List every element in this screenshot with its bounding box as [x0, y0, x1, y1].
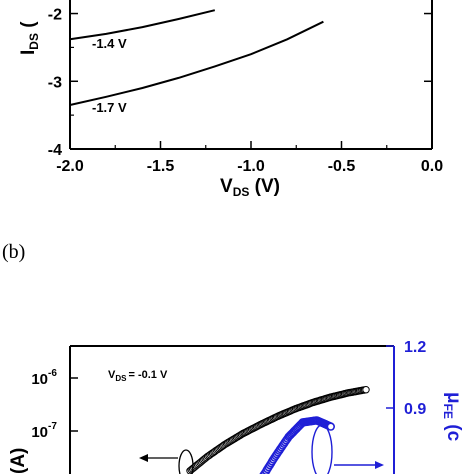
panel-a-x-axis-label: VDS (V)	[220, 176, 280, 199]
x-tick-label: -1.0	[237, 158, 265, 175]
panel-b-right-y-axis-label: μFE (c	[441, 392, 464, 442]
panel-b-mobility-axis-indicator	[311, 424, 384, 474]
right-y-tick-label: 1.2	[404, 339, 426, 356]
series-line	[69, 9, 216, 41]
mobility-data-point	[326, 422, 335, 431]
series-label: -1.7 V	[92, 100, 127, 115]
panel-a-chart: -2.0 -1.5 -1.0 -0.5 0.0 -2-3-4 -1.4 V-1.7 V …	[18, 0, 443, 199]
right-y-tick-label: 0.9	[404, 401, 426, 418]
left-y-tick-exponent: -7	[48, 421, 57, 432]
current-data-point	[362, 386, 370, 394]
panel-b-right-y-ticks: 1.2 0.9	[386, 339, 426, 418]
x-tick-label: 0.0	[421, 158, 443, 175]
panel-a-x-ticks: -2.0 -1.5 -1.0 -0.5 0.0	[56, 141, 443, 175]
left-y-tick-label: 10	[31, 371, 48, 388]
y-tick-label: -4	[48, 142, 62, 159]
series-line	[69, 20, 324, 106]
y-tick-label: -3	[48, 74, 62, 91]
current-circle-marker	[178, 449, 194, 474]
left-arrow-icon	[139, 454, 148, 462]
panel-b-current-axis-indicator	[139, 449, 194, 474]
panel-a-series: -1.4 V -1.7 V	[69, 9, 324, 115]
x-tick-label: -2.0	[56, 158, 84, 175]
panel-b-left-y-ticks: 10-610-7	[31, 368, 78, 441]
y-tick-label: -2	[48, 7, 62, 24]
right-arrow-icon	[375, 461, 384, 469]
panel-a-y-axis-label: IDS (	[18, 21, 41, 55]
panel-b-label: (b)	[2, 241, 25, 263]
x-tick-label: -1.5	[147, 158, 175, 175]
panel-b-current-series	[186, 386, 370, 474]
panel-b-annotation: VDS = -0.1 V	[108, 369, 168, 383]
panel-b-chart: 10-610-7 1.20.9 VDS = -0.1 V (A) μFE (c	[8, 339, 464, 474]
mobility-circle-marker	[311, 424, 333, 474]
panel-a-plot-area	[69, 0, 433, 150]
panel-b-left-y-axis-label: (A)	[8, 448, 29, 474]
left-y-tick-exponent: -6	[48, 368, 57, 379]
series-label: -1.4 V	[92, 36, 127, 51]
left-y-tick-label: 10	[31, 424, 48, 441]
panel-a-y-ticks: -2 -3 -4	[48, 7, 432, 159]
x-tick-label: -0.5	[328, 158, 356, 175]
